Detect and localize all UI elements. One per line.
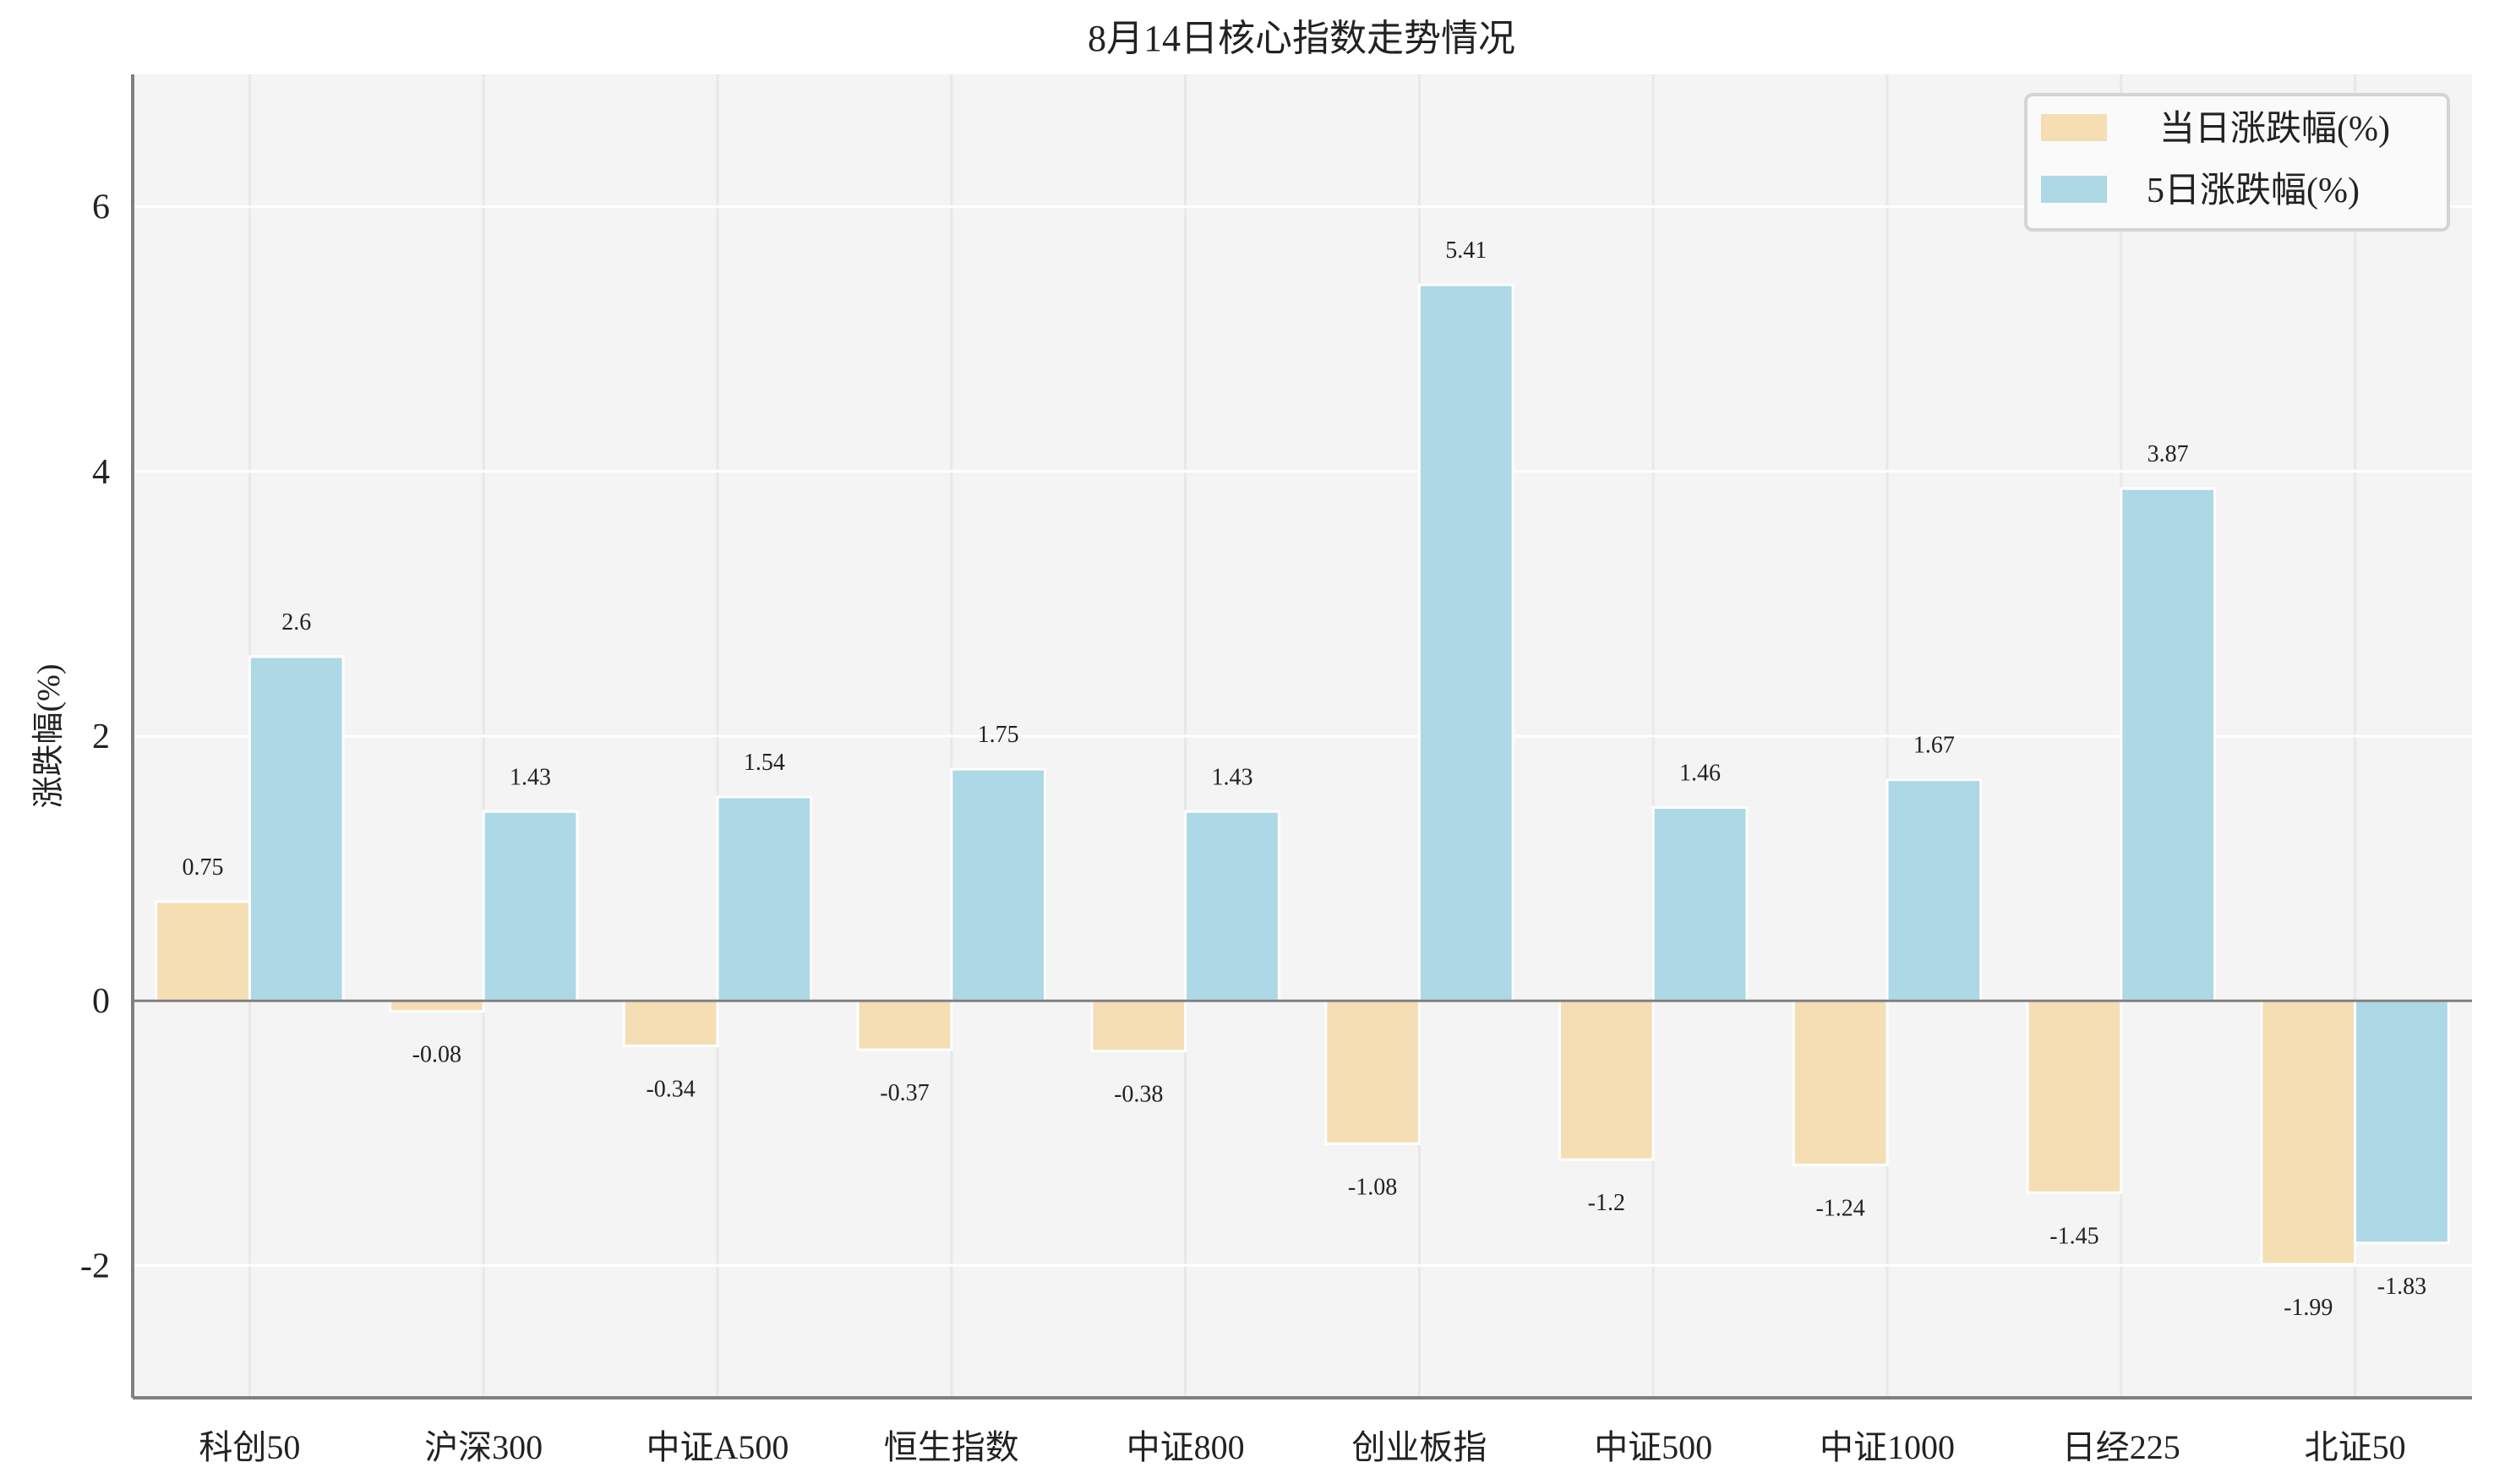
- bar-daily: [1792, 999, 1889, 1166]
- bar-5day: [2354, 999, 2450, 1245]
- bar-5day: [950, 767, 1047, 1002]
- value-labels: 0.75 -0.08 -0.34 -0.37 -0.38 -1.08 -1.2 -1.24 -1…: [183, 237, 2427, 1321]
- legend-box: [2024, 93, 2450, 232]
- bar-daily: [2260, 999, 2357, 1266]
- bar-5day: [2120, 487, 2217, 1002]
- value-label: 1.43: [1211, 764, 1252, 790]
- value-label: 1.46: [1679, 761, 1721, 787]
- y-tick-labels: -2 0 2 4 6: [80, 188, 110, 1286]
- value-label: -0.37: [880, 1080, 929, 1106]
- value-label: -0.08: [412, 1042, 461, 1068]
- bars: [155, 283, 2450, 1266]
- x-tick-label: 中证1000: [1820, 1428, 1955, 1466]
- value-label: 5.41: [1445, 237, 1487, 264]
- value-label: 1.54: [744, 750, 785, 776]
- x-tick-label: 中证500: [1594, 1428, 1712, 1466]
- x-tick-label: 中证800: [1127, 1428, 1245, 1466]
- bar-daily: [1558, 999, 1655, 1161]
- bar-5day: [482, 810, 579, 1002]
- bar-5day: [248, 655, 345, 1002]
- bar-daily: [622, 999, 719, 1047]
- bar-5day: [1417, 283, 1514, 1002]
- value-label: -1.83: [2377, 1274, 2426, 1300]
- chart-title: 8月14日核心指数走势情况: [1088, 18, 1515, 59]
- value-label: -1.24: [1815, 1195, 1864, 1221]
- value-label: -0.34: [646, 1076, 695, 1102]
- x-tick-label: 北证50: [2305, 1428, 2406, 1466]
- y-tick-label: 0: [92, 982, 110, 1021]
- bar-5day: [716, 795, 813, 1002]
- x-tick-label: 日经225: [2062, 1428, 2180, 1466]
- bar-daily: [155, 900, 251, 1002]
- bar-daily: [856, 999, 953, 1051]
- legend: 当日涨跌幅(%) 5日涨跌幅(%): [2024, 93, 2450, 232]
- y-tick-label: -2: [80, 1247, 110, 1285]
- legend-label-daily: 当日涨跌幅(%): [2159, 110, 2390, 149]
- value-label: -1.2: [1588, 1190, 1625, 1216]
- x-tick-label: 科创50: [199, 1428, 300, 1466]
- legend-label-5day: 5日涨跌幅(%): [2147, 172, 2360, 210]
- bar-daily: [2026, 999, 2123, 1194]
- y-tick-label: 6: [92, 188, 110, 227]
- bar-5day: [1184, 810, 1280, 1002]
- legend-swatch-5day: [2041, 176, 2107, 203]
- x-tick-label: 恒生指数: [884, 1428, 1019, 1466]
- y-axis-label: 涨跌幅(%): [31, 664, 67, 809]
- bar-daily: [1090, 999, 1187, 1053]
- value-label: 1.67: [1913, 733, 1955, 759]
- value-label: -1.45: [2049, 1223, 2098, 1249]
- bar-5day: [1886, 778, 1983, 1002]
- value-label: -0.38: [1114, 1082, 1163, 1108]
- value-label: 3.87: [2147, 441, 2189, 467]
- legend-swatch-daily: [2041, 114, 2107, 141]
- x-tick-labels: 科创50 沪深300 中证A500 恒生指数 中证800 创业板指 中证500 中证1000 日…: [199, 1428, 2405, 1466]
- value-label: -1.99: [2284, 1295, 2333, 1321]
- x-tick-label: 中证A500: [647, 1428, 789, 1466]
- x-tick-label: 沪深300: [424, 1428, 543, 1466]
- value-label: 1.75: [978, 722, 1019, 748]
- bar-daily: [1324, 999, 1421, 1145]
- value-label: 2.6: [281, 609, 311, 636]
- x-tick-label: 创业板指: [1351, 1428, 1487, 1466]
- y-tick-label: 2: [92, 717, 110, 756]
- axes: [131, 74, 2472, 1399]
- bar-daily: [388, 999, 485, 1013]
- value-label: 1.43: [510, 764, 551, 790]
- value-label: -1.08: [1348, 1174, 1397, 1200]
- value-label: 0.75: [183, 854, 224, 881]
- bar-5day: [1651, 806, 1749, 1002]
- y-tick-label: 4: [92, 453, 110, 492]
